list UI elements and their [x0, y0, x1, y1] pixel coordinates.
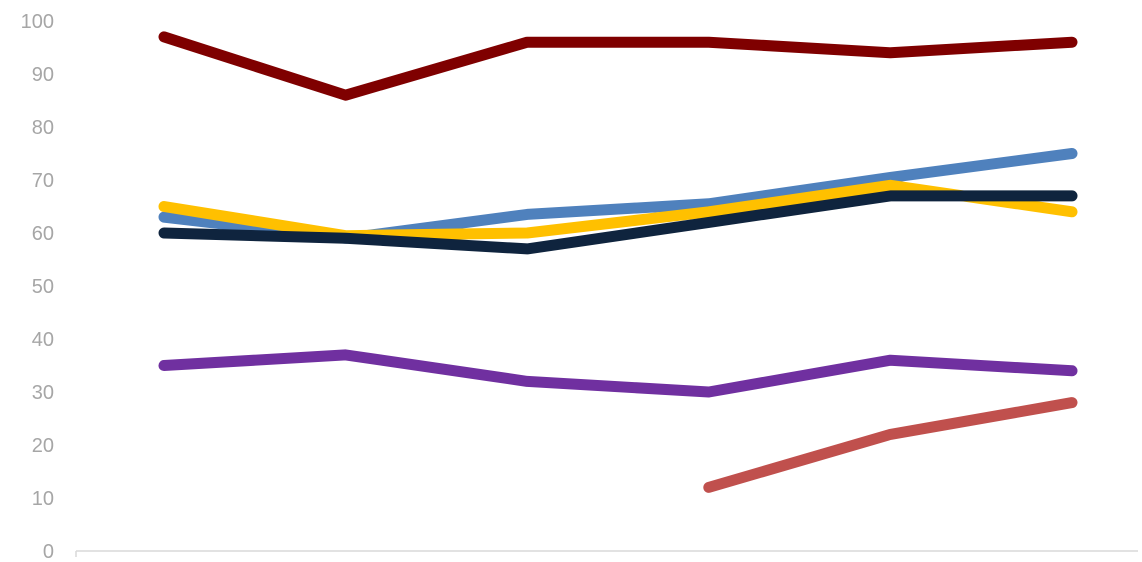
y-tick-label: 0 — [43, 541, 54, 562]
y-tick-label: 40 — [32, 329, 54, 351]
series-line-2 — [158, 179, 1078, 242]
y-tick-label: 80 — [32, 117, 54, 139]
y-tick-label: 50 — [32, 276, 54, 298]
series-line-5 — [703, 397, 1078, 493]
y-tick-label: 10 — [32, 488, 54, 510]
y-tick-label: 60 — [32, 223, 54, 245]
y-tick-label: 100 — [21, 11, 54, 33]
series-line-4 — [158, 349, 1078, 398]
y-axis: 0 10 20 30 40 50 60 70 80 90 100 — [21, 11, 54, 562]
series-layer — [158, 31, 1078, 493]
y-tick-label: 30 — [32, 382, 54, 404]
series-line-3 — [158, 190, 1078, 255]
y-tick-label: 90 — [32, 64, 54, 86]
y-tick-label: 20 — [32, 435, 54, 457]
y-tick-label: 70 — [32, 170, 54, 192]
series-line-6 — [158, 31, 1078, 101]
